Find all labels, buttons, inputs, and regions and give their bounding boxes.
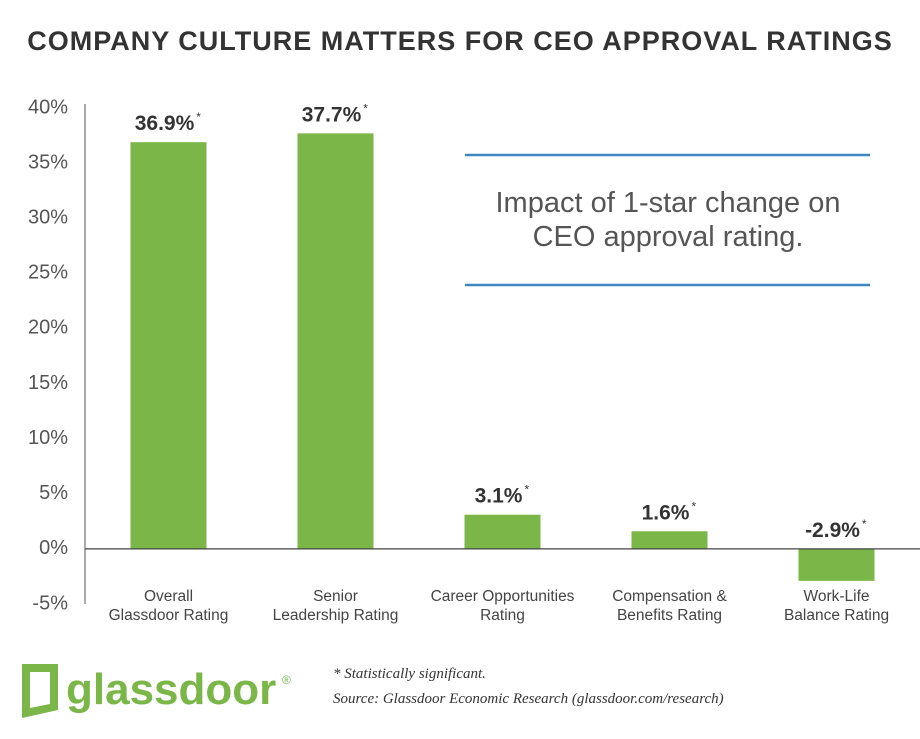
footnote: * Statistically significant. xyxy=(333,666,486,682)
chart-title: COMPANY CULTURE MATTERS FOR CEO APPROVAL… xyxy=(27,26,893,56)
y-tick-label: 0% xyxy=(39,537,68,559)
y-tick-label: 40% xyxy=(28,96,68,118)
x-tick-label: Career Opportunities Rating xyxy=(431,588,575,624)
bar xyxy=(130,142,207,549)
y-tick-label: 30% xyxy=(28,207,68,229)
bar xyxy=(297,133,374,549)
significance-mark: * xyxy=(524,483,529,497)
significance-mark: * xyxy=(862,517,867,531)
y-tick-label: 15% xyxy=(28,372,68,394)
significance-mark: * xyxy=(196,110,201,124)
value-label: 3.1% xyxy=(475,485,523,508)
y-tick-label: -5% xyxy=(32,592,68,614)
x-tick-label: Compensation & Benefits Rating xyxy=(612,588,727,624)
significance-mark: * xyxy=(363,101,368,115)
value-label: 36.9% xyxy=(135,112,195,135)
value-label: 1.6% xyxy=(642,501,690,524)
y-tick-label: 20% xyxy=(28,317,68,339)
y-tick-label: 35% xyxy=(28,151,68,173)
x-tick-label: Overall Glassdoor Rating xyxy=(109,588,229,624)
source: Source: Glassdoor Economic Research (gla… xyxy=(333,691,724,707)
annotation: Impact of 1-star change on CEO approval r… xyxy=(496,187,841,253)
value-label: 37.7% xyxy=(302,103,362,126)
x-tick-label: Work-Life Balance Rating xyxy=(784,588,889,624)
bar xyxy=(798,548,875,581)
y-tick-label: 10% xyxy=(28,427,68,449)
logo-icon xyxy=(22,664,58,718)
x-tick-label: Senior Leadership Rating xyxy=(273,588,399,624)
bar xyxy=(631,531,708,549)
y-tick-label: 5% xyxy=(39,482,68,504)
logo-mark: ® xyxy=(282,673,291,687)
significance-mark: * xyxy=(691,499,696,513)
value-label: -2.9% xyxy=(805,519,860,542)
logo-text: glassdoor xyxy=(66,665,276,714)
y-tick-label: 25% xyxy=(28,262,68,284)
bar xyxy=(464,514,541,549)
